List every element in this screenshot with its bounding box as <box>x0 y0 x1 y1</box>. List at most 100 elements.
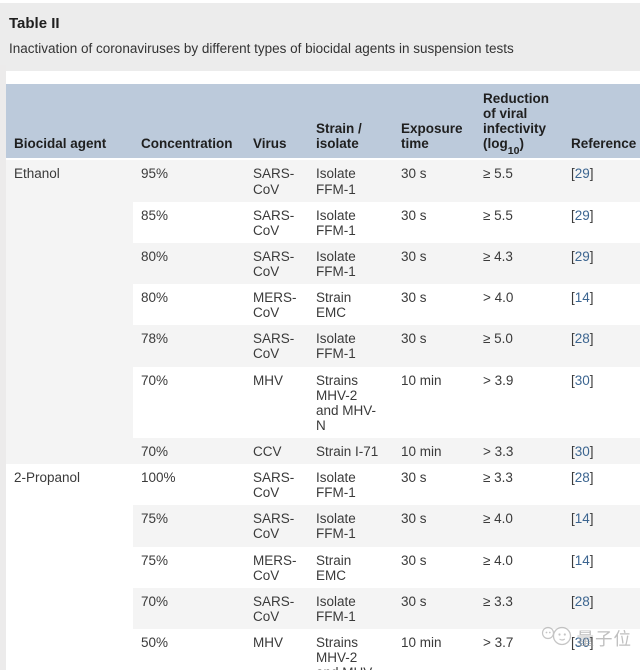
cell-biocidal-agent: Ethanol <box>6 159 133 465</box>
cell-virus: SARS-CoV <box>245 505 308 547</box>
cell-strain: Strains MHV-2 and MHV-N <box>308 628 393 670</box>
cell-reduction: ≥ 5.5 <box>475 201 563 243</box>
col-header-exposure-time: Exposure time <box>393 84 475 161</box>
cell-virus: CCV <box>245 437 308 465</box>
reference-link[interactable]: 30 <box>574 634 590 650</box>
cell-strain: Isolate FFM-1 <box>308 587 393 629</box>
reference-bracket-close: ] <box>589 331 594 347</box>
cell-reference: [14] <box>563 546 640 588</box>
cell-strain: Isolate FFM-1 <box>308 505 393 547</box>
cell-strain: Isolate FFM-1 <box>308 159 393 202</box>
cell-concentration: 100% <box>133 464 245 506</box>
table-caption: Inactivation of coronaviruses by differe… <box>9 41 514 56</box>
cell-reference: [14] <box>563 505 640 547</box>
reduction-header-text: Reduction of viral infectivity (log <box>483 91 549 152</box>
cell-strain: Isolate FFM-1 <box>308 325 393 367</box>
table-body: Ethanol 95% SARS-CoV Isolate FFM-1 30 s ≥ 5.5… <box>6 159 640 670</box>
cell-reference: [29] <box>563 159 640 202</box>
cell-concentration: 75% <box>133 505 245 547</box>
cell-reduction: ≥ 4.0 <box>475 505 563 547</box>
table-row: Ethanol 95% SARS-CoV Isolate FFM-1 30 s ≥ 5.5… <box>6 159 640 465</box>
cell-biocidal-agent: 2-Propanol <box>6 464 133 670</box>
cell-reference: [30] <box>563 628 640 670</box>
reference-bracket-open: [ <box>571 634 575 650</box>
reference-link[interactable]: 29 <box>574 207 590 223</box>
cell-reference: [28] <box>563 464 640 506</box>
cell-reference: [14] <box>563 284 640 326</box>
reference-bracket-close: ] <box>589 290 594 306</box>
table-row: 75% SARS-CoV Isolate FFM-1 30 s ≥ 4.0 [14] <box>6 505 640 547</box>
table-row: 70% MHV Strains MHV-2 and MHV-N 10 min > 3.9… <box>6 366 640 438</box>
table-row: 70% SARS-CoV Isolate FFM-1 30 s ≥ 3.3 [28] <box>6 587 640 629</box>
table-row: 85% SARS-CoV Isolate FFM-1 30 s ≥ 5.5 [29] <box>6 201 640 243</box>
log-subscript: 10 <box>507 145 520 158</box>
cell-strain: Strain EMC <box>308 546 393 588</box>
cell-virus: SARS-CoV <box>245 242 308 285</box>
reference-link[interactable]: 29 <box>574 166 590 182</box>
table-row: 70% CCV Strain I-71 10 min > 3.3 [30] <box>6 437 640 465</box>
reference-link[interactable]: 30 <box>574 443 590 459</box>
reference-link[interactable]: 14 <box>574 511 590 527</box>
reference-link[interactable]: 30 <box>574 372 590 388</box>
table-header-row: Biocidal agent Concentration Virus Strai… <box>6 84 640 161</box>
cell-reduction: > 3.7 <box>475 628 563 670</box>
reference-link[interactable]: 28 <box>574 331 590 347</box>
reference-link[interactable]: 28 <box>574 593 590 609</box>
cell-exposure-time: 30 s <box>393 587 475 629</box>
cell-virus: SARS-CoV <box>245 464 308 506</box>
cell-strain: Strain I-71 <box>308 437 393 465</box>
cell-concentration: 85% <box>133 201 245 243</box>
cell-reduction: ≥ 3.3 <box>475 587 563 629</box>
cell-exposure-time: 30 s <box>393 242 475 285</box>
reference-bracket-open: [ <box>571 552 575 568</box>
cell-reduction: ≥ 5.0 <box>475 325 563 367</box>
biocidal-agents-table: Biocidal agent Concentration Virus Strai… <box>6 84 640 670</box>
cell-exposure-time: 30 s <box>393 464 475 506</box>
reference-link[interactable]: 14 <box>574 290 590 306</box>
table-caption-band: Table II Inactivation of coronaviruses b… <box>0 3 640 71</box>
reference-bracket-open: [ <box>571 207 575 223</box>
reference-bracket-close: ] <box>589 207 594 223</box>
cell-strain: Isolate FFM-1 <box>308 464 393 506</box>
cell-concentration: 70% <box>133 366 245 438</box>
cell-concentration: 70% <box>133 437 245 465</box>
cell-virus: SARS-CoV <box>245 325 308 367</box>
reference-link[interactable]: 14 <box>574 552 590 568</box>
col-header-reference: Reference <box>563 84 640 161</box>
reference-bracket-open: [ <box>571 166 575 182</box>
cell-reference: [30] <box>563 437 640 465</box>
reference-bracket-open: [ <box>571 593 575 609</box>
col-header-virus: Virus <box>245 84 308 161</box>
cell-concentration: 70% <box>133 587 245 629</box>
reference-link[interactable]: 29 <box>574 248 590 264</box>
reference-bracket-open: [ <box>571 443 575 459</box>
table-row: 80% MERS-CoV Strain EMC 30 s > 4.0 [14] <box>6 284 640 326</box>
table-row: 75% MERS-CoV Strain EMC 30 s ≥ 4.0 [14] <box>6 546 640 588</box>
cell-virus: SARS-CoV <box>245 159 308 202</box>
reference-bracket-close: ] <box>589 443 594 459</box>
cell-reference: [29] <box>563 201 640 243</box>
table-label: Table II <box>9 15 60 32</box>
cell-reduction: > 3.9 <box>475 366 563 438</box>
cell-exposure-time: 10 min <box>393 628 475 670</box>
reference-bracket-open: [ <box>571 290 575 306</box>
reference-bracket-close: ] <box>589 248 594 264</box>
reference-bracket-open: [ <box>571 248 575 264</box>
reference-bracket-close: ] <box>589 166 594 182</box>
reference-bracket-open: [ <box>571 331 575 347</box>
cell-strain: Isolate FFM-1 <box>308 201 393 243</box>
cell-reference: [30] <box>563 366 640 438</box>
cell-virus: SARS-CoV <box>245 587 308 629</box>
cell-exposure-time: 30 s <box>393 325 475 367</box>
reference-bracket-close: ] <box>589 552 594 568</box>
col-header-concentration: Concentration <box>133 84 245 161</box>
reduction-header-close: ) <box>519 136 524 152</box>
cell-concentration: 80% <box>133 242 245 285</box>
cell-virus: MHV <box>245 366 308 438</box>
reference-link[interactable]: 28 <box>574 470 590 486</box>
reference-bracket-close: ] <box>589 470 594 486</box>
cell-reference: [28] <box>563 325 640 367</box>
reference-bracket-open: [ <box>571 372 575 388</box>
